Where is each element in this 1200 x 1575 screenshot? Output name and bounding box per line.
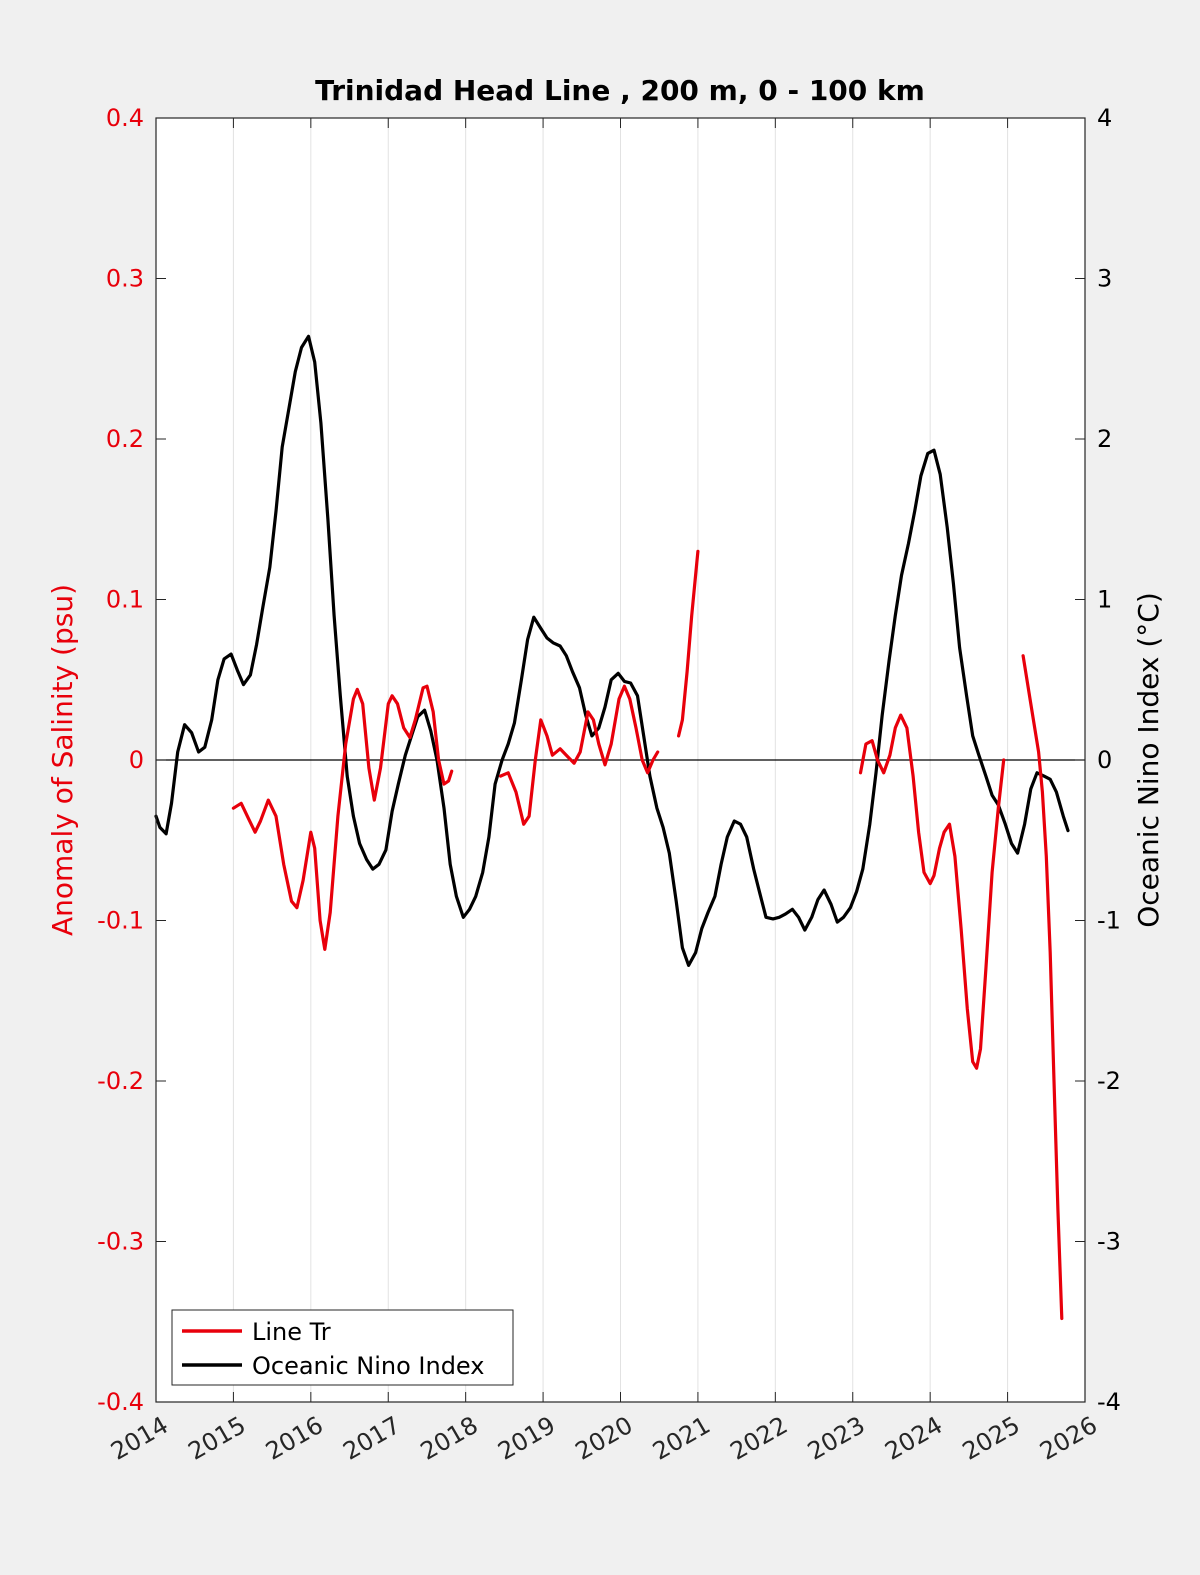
- y-right-tick-label: 3: [1097, 265, 1112, 293]
- series-line-line-tr: [498, 684, 660, 826]
- chart-title: Trinidad Head Line , 200 m, 0 - 100 km: [315, 74, 925, 107]
- series-group: [154, 334, 1070, 1321]
- y-left-tick-label: -0.1: [97, 907, 144, 935]
- y-left-tick-label: 0: [129, 746, 144, 774]
- y-right-tick-label: -4: [1097, 1388, 1121, 1416]
- y-right-tick-label: 1: [1097, 586, 1112, 614]
- legend: Line Tr Oceanic Nino Index: [171, 1309, 514, 1386]
- series-line-line-tr: [858, 713, 1006, 1070]
- y-left-tick-label: 0.3: [106, 265, 144, 293]
- y-right-tick-label: 4: [1097, 104, 1112, 132]
- y-left-tick-label: -0.3: [97, 1228, 144, 1256]
- y-left-tick-label: 0.4: [106, 104, 144, 132]
- series-line-oceanic-nino-index: [154, 334, 1070, 967]
- y-right-tick-label: 0: [1097, 746, 1112, 774]
- legend-label-oni: Oceanic Nino Index: [252, 1352, 484, 1380]
- series-line-line-tr: [1021, 654, 1064, 1321]
- series-line-line-tr: [231, 684, 454, 951]
- y-right-tick-label: -1: [1097, 907, 1121, 935]
- y-left-tick-label: 0.1: [106, 586, 144, 614]
- y-axis-left-title: Anomaly of Salinity (psu): [46, 584, 79, 936]
- y-axis-right-title: Oceanic Nino Index (°C): [1132, 592, 1165, 928]
- y-left-tick-label: 0.2: [106, 425, 144, 453]
- series-line-line-tr: [677, 549, 700, 738]
- y-left-tick-label: -0.2: [97, 1067, 144, 1095]
- y-right-tick-label: -3: [1097, 1228, 1121, 1256]
- y-right-tick-label: 2: [1097, 425, 1112, 453]
- y-left-tick-label: -0.4: [97, 1388, 144, 1416]
- legend-label-line-tr: Line Tr: [252, 1318, 331, 1346]
- y-right-tick-label: -2: [1097, 1067, 1121, 1095]
- legend-box: [171, 1309, 514, 1386]
